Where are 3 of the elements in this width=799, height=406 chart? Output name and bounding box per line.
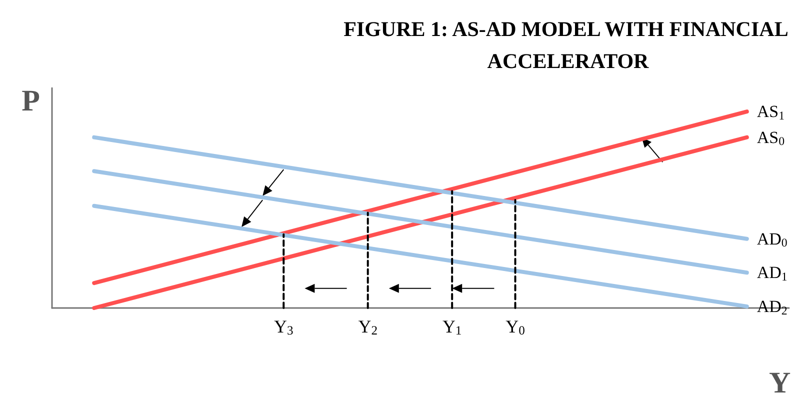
chart-title: FIGURE 1: AS-AD MODEL WITH FINANCIAL ACCELERATOR: [344, 17, 792, 73]
x-axis-title: Y: [769, 366, 791, 400]
y-axis-title: P: [22, 84, 40, 118]
